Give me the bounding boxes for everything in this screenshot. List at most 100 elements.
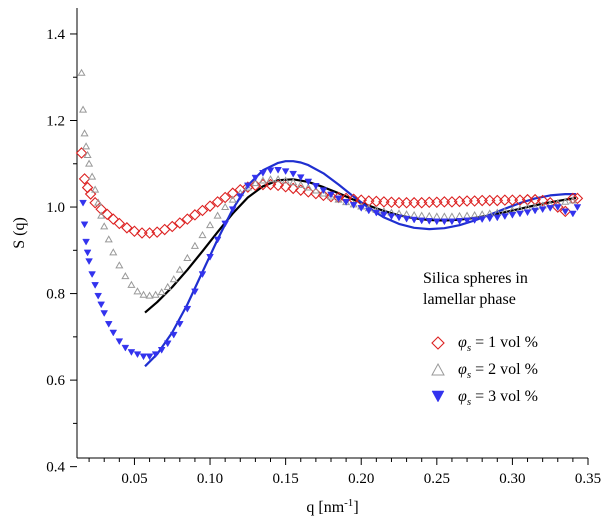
data-point <box>85 159 94 167</box>
data-point <box>79 199 87 207</box>
data-point <box>531 207 539 215</box>
data-point <box>501 213 509 221</box>
data-point <box>136 227 148 239</box>
data-point <box>121 222 133 234</box>
data-point <box>94 198 103 206</box>
legend-marker-2 <box>431 362 445 376</box>
data-point <box>281 168 290 176</box>
data-point <box>408 196 420 209</box>
data-point <box>440 218 449 226</box>
data-point <box>196 204 209 217</box>
data-point <box>75 147 88 159</box>
data-point <box>432 212 441 220</box>
legend-value: = 1 vol % <box>471 334 538 351</box>
data-point <box>121 272 130 280</box>
x-tick-label: 0.25 <box>424 471 450 487</box>
data-point <box>175 321 184 328</box>
data-point <box>204 200 216 212</box>
legend-subscript: s <box>467 342 471 354</box>
data-point <box>77 68 86 76</box>
legend-symbol: φ <box>458 361 467 378</box>
annotation-line-2: lamellar phase <box>423 291 516 308</box>
data-point <box>423 196 436 209</box>
data-point <box>417 217 426 225</box>
data-point <box>100 310 109 317</box>
data-point <box>251 174 260 182</box>
data-point <box>163 282 172 290</box>
data-point <box>175 265 184 273</box>
data-point <box>274 167 282 174</box>
data-point <box>107 213 120 225</box>
data-point <box>425 218 434 225</box>
data-point <box>139 353 148 361</box>
y-axis-label: S (q) <box>11 217 28 249</box>
y-tick-label: 1.4 <box>46 27 65 43</box>
data-point <box>82 238 90 246</box>
data-point <box>183 305 192 313</box>
data-point <box>198 230 207 239</box>
data-point <box>289 170 298 178</box>
data-point <box>349 202 358 209</box>
data-point <box>438 196 451 208</box>
data-point <box>372 209 381 217</box>
data-point <box>151 290 160 298</box>
data-point <box>213 236 222 244</box>
legend-subscript: s <box>467 369 471 381</box>
data-point <box>523 209 532 217</box>
data-point <box>448 218 456 226</box>
data-point <box>151 351 160 359</box>
data-point <box>190 241 199 249</box>
data-point <box>258 176 268 184</box>
data-point <box>83 249 92 257</box>
data-point <box>319 187 328 195</box>
y-tick-label: 0.6 <box>46 373 65 389</box>
y-tick-label: 1.0 <box>46 200 65 216</box>
legend-label-2: φs = 2 vol % <box>458 361 538 381</box>
data-point <box>157 347 166 354</box>
data-point <box>455 218 464 225</box>
legend-symbol: φ <box>458 334 467 351</box>
axes: 0.05 0.10 0.15 0.20 0.25 0.30 0.35 0.4 0.6 0.8 1.0… <box>11 8 601 516</box>
data-point <box>561 208 570 216</box>
data-point <box>104 321 113 328</box>
data-point <box>380 211 388 219</box>
data-point <box>213 211 222 219</box>
data-point <box>400 196 413 209</box>
data-point <box>378 196 390 208</box>
data-point <box>226 187 239 199</box>
data-point <box>536 194 549 207</box>
legend-marker-3 <box>431 390 445 403</box>
data-point <box>499 194 511 206</box>
y-tick-label: 1.2 <box>46 114 65 130</box>
data-point <box>311 186 320 194</box>
data-point <box>463 217 471 225</box>
data-point <box>573 204 582 211</box>
data-point <box>310 187 322 200</box>
data-point <box>157 288 166 296</box>
data-point <box>302 186 315 198</box>
x-tick-label: 0.30 <box>499 471 525 487</box>
annotation-line-1: Silica spheres in <box>423 270 528 287</box>
data-point <box>393 196 405 209</box>
data-point <box>553 204 562 211</box>
data-point <box>91 282 99 289</box>
data-point <box>80 221 89 229</box>
series-2 <box>77 68 577 299</box>
data-point <box>317 189 330 202</box>
data-point <box>312 183 320 190</box>
data-point <box>133 287 142 295</box>
data-point <box>296 180 305 188</box>
x-tick-label: 0.05 <box>121 471 147 487</box>
x-tick-label: 0.20 <box>348 471 374 487</box>
data-point <box>485 215 494 223</box>
x-tick-label: 0.15 <box>273 471 299 487</box>
data-point <box>85 258 93 266</box>
data-point <box>100 222 109 230</box>
data-point <box>78 173 91 185</box>
x-axis-label-end: ] <box>353 499 358 516</box>
data-point <box>483 194 496 207</box>
data-point <box>244 182 252 190</box>
data-point <box>462 211 472 219</box>
data-point <box>191 288 199 296</box>
data-point <box>88 172 97 180</box>
